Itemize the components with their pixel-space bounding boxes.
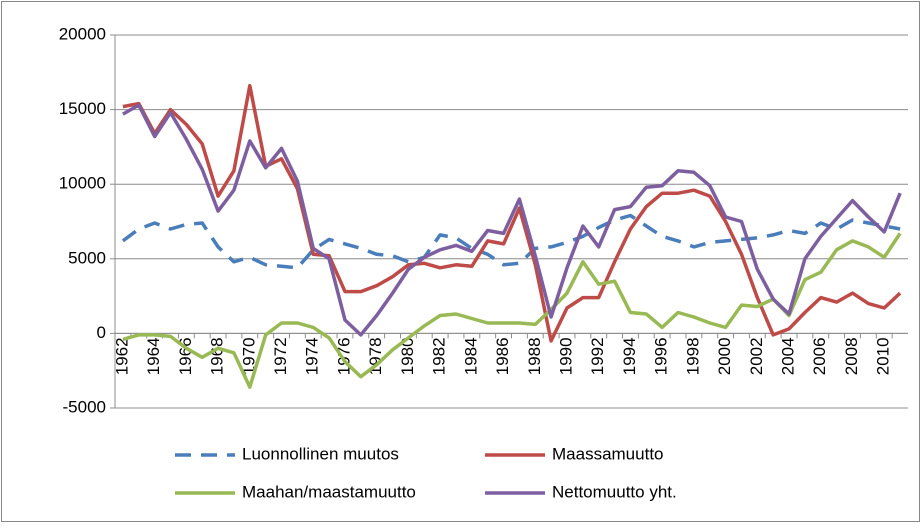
x-tick-label: 1982: [430, 337, 449, 375]
x-tick-label: 1980: [398, 337, 417, 375]
y-tick-label: -5000: [63, 397, 106, 416]
legend-label: Nettomuutto yht.: [552, 482, 677, 501]
x-tick-label: 2004: [779, 337, 798, 375]
legend-label: Luonnollinen muutos: [242, 444, 399, 463]
series-line: [122, 103, 902, 337]
series-line: [122, 83, 902, 343]
x-tick-label: 1968: [208, 337, 227, 375]
series-line: [121, 213, 901, 270]
x-tick-label: 2002: [747, 337, 766, 375]
x-tick-label: 1978: [366, 337, 385, 375]
x-tick-label: 2010: [874, 337, 893, 375]
x-tick-label: 1992: [588, 337, 607, 375]
x-tick-label: 1976: [334, 337, 353, 375]
x-tick-label: 1970: [239, 337, 258, 375]
x-tick-label: 2006: [810, 337, 829, 375]
y-tick-label: 5000: [68, 248, 106, 267]
legend-label: Maassamuutto: [552, 444, 664, 463]
x-tick-label: 1984: [461, 337, 480, 375]
x-tick-label: 1996: [652, 337, 671, 375]
legend-label: Maahan/maastamuutto: [242, 482, 416, 501]
y-tick-label: 10000: [59, 174, 106, 193]
x-tick-label: 2008: [842, 337, 861, 375]
x-tick-label: 1998: [683, 337, 702, 375]
x-tick-label: 1988: [525, 337, 544, 375]
x-tick-label: 1986: [493, 337, 512, 375]
series-line: [122, 232, 902, 389]
x-tick-label: 2000: [715, 337, 734, 375]
x-tick-label: 1962: [112, 337, 131, 375]
x-tick-label: 1966: [176, 337, 195, 375]
y-tick-label: 0: [97, 323, 106, 342]
y-tick-label: 20000: [59, 24, 106, 43]
x-tick-label: 1972: [271, 337, 290, 375]
y-tick-label: 15000: [59, 99, 106, 118]
x-tick-label: 1974: [303, 337, 322, 375]
x-tick-label: 1990: [556, 337, 575, 375]
x-tick-label: 1964: [144, 337, 163, 375]
x-tick-label: 1994: [620, 337, 639, 375]
